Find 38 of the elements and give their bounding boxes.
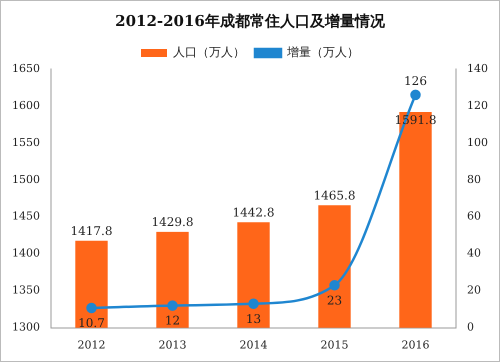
data-label: 1417.8: [70, 224, 112, 238]
y-tick-label: 1300: [12, 320, 40, 334]
y2-tick-label: 20: [467, 284, 482, 297]
chart-title: 2012-2016年成都常住人口及增量情况: [115, 12, 386, 30]
y-tick-label: 1600: [12, 98, 40, 112]
x-tick-label: 2015: [320, 338, 348, 352]
data-label: 12: [164, 314, 180, 328]
y2-tick-label: 120: [467, 98, 488, 112]
x-tick-label: 2016: [402, 338, 430, 352]
legend-label: 增量（万人）: [286, 45, 359, 60]
point: [410, 90, 421, 100]
y2-tick-label: 0: [467, 320, 474, 334]
data-label: 10.7: [78, 316, 105, 330]
y-tick-label: 1550: [12, 136, 40, 149]
point: [329, 280, 340, 291]
legend-label: 人口（万人）: [173, 45, 245, 60]
y-tick-label: 1450: [12, 210, 40, 223]
point: [248, 298, 259, 310]
point: [86, 302, 97, 314]
data-label: 23: [326, 293, 342, 308]
y-tick-label: 1650: [12, 62, 40, 75]
x-tick-label: 2014: [240, 338, 268, 352]
y2-tick-label: 140: [467, 62, 488, 75]
y-tick-label: 1400: [12, 246, 40, 260]
data-label: 1465.8: [314, 188, 356, 202]
y-tick-label: 1500: [12, 172, 40, 186]
data-label: 13: [246, 312, 262, 326]
data-label: 126: [404, 74, 427, 88]
y2-tick-label: 100: [467, 136, 488, 149]
y2-tick-label: 40: [467, 246, 482, 260]
y2-tick-label: 60: [467, 210, 482, 223]
x-tick-label: 2013: [158, 338, 186, 352]
y2-tick-label: 80: [467, 172, 482, 186]
data-label: 1429.8: [151, 214, 194, 229]
x-tick-label: 2012: [77, 338, 106, 352]
data-label: 1442.8: [232, 205, 274, 220]
y-tick-label: 1350: [12, 284, 40, 297]
point: [167, 300, 178, 311]
